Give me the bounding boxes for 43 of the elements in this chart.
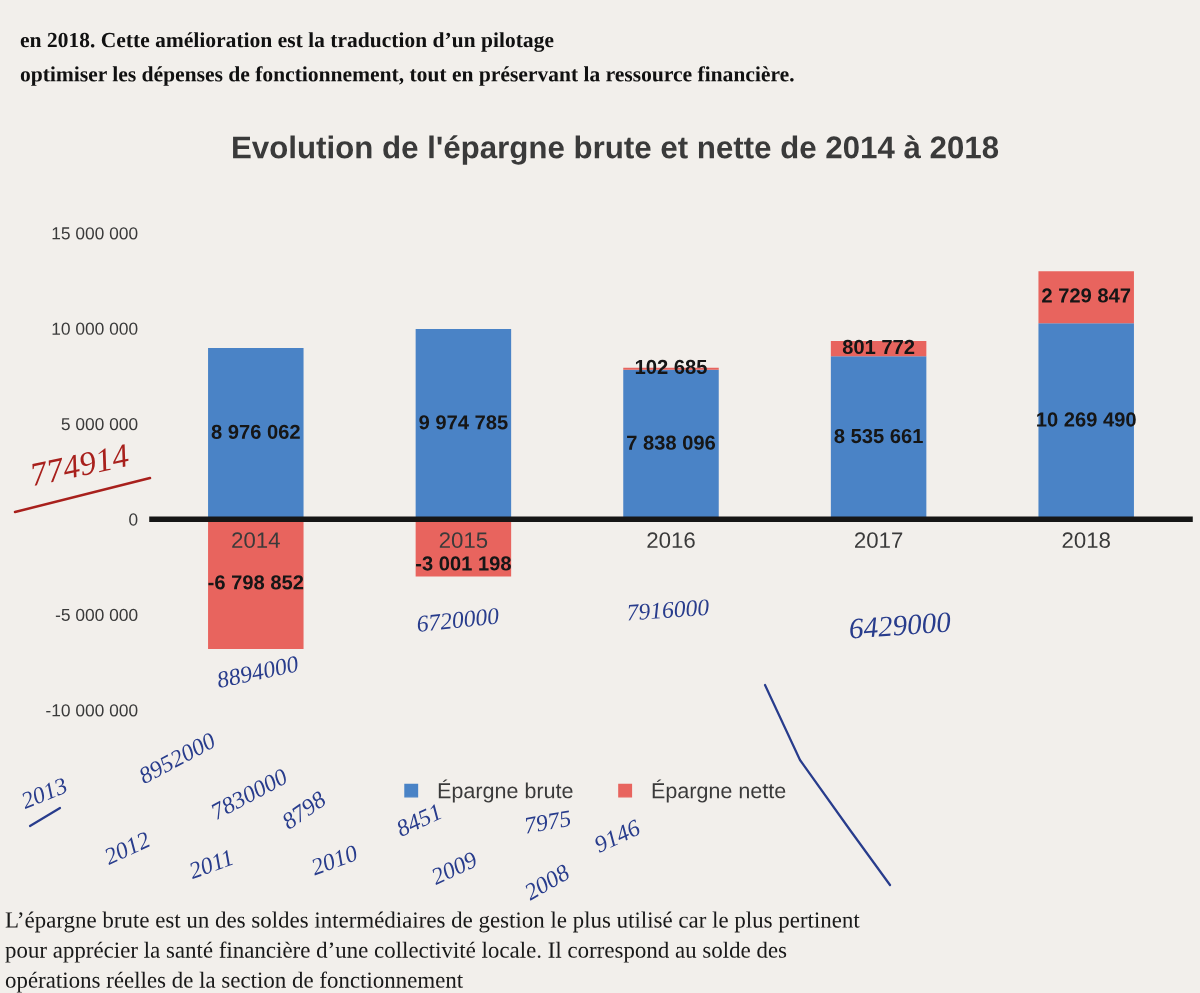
text: 2010 <box>309 844 359 876</box>
chart-title: Evolution de l'épargne brute et nette de 2014 à 2018 <box>233 135 999 165</box>
text: L’épargne brute est un des soldes intermédiaires de gestion le plus utilisé car le plus pertinent <box>5 911 860 933</box>
bar <box>208 519 304 649</box>
text: 2008 <box>522 863 572 901</box>
data-label: -3 001 198 <box>416 556 511 571</box>
text: 2013 <box>19 777 69 810</box>
data-label: 7 838 096 <box>627 435 716 450</box>
y-tick-label: 15 000 000 <box>52 227 138 240</box>
y-tick-label: -10 000 000 <box>46 704 138 717</box>
legend-label: Épargne nette <box>652 779 786 803</box>
legend-label: Épargne brute <box>438 779 573 803</box>
y-tick-label: 10 000 000 <box>52 322 138 335</box>
data-label: -6 798 852 <box>208 575 304 590</box>
text: 7975 <box>524 810 572 834</box>
annotation: 7916000 <box>627 599 710 621</box>
text: en 2018. Cette amélioration est la traduction d’un pilotage <box>20 32 554 52</box>
y-tick-label: -5 000 000 <box>55 608 138 622</box>
x-tick-label: 2014 <box>232 532 280 549</box>
annotation: 6429000 <box>849 612 952 639</box>
bar <box>1038 271 1134 324</box>
text: opérations réelles de la section de fonctionnement <box>5 971 464 993</box>
data-label: 8 535 661 <box>834 428 923 444</box>
annotation: 8894000 <box>215 655 300 689</box>
data-label: 8 976 062 <box>211 424 300 439</box>
text: 8451 <box>394 804 442 838</box>
text: 774914 <box>30 444 130 487</box>
text: optimiser les dépenses de fonctionnement, tout en préservant la ressource financière. <box>20 66 794 86</box>
data-label: 801 772 <box>842 339 915 355</box>
text: 9146 <box>593 819 642 854</box>
text: 2009 <box>429 851 479 886</box>
data-label: 9 974 785 <box>419 415 508 430</box>
y-tick-label: 5 000 000 <box>61 417 138 431</box>
x-tick-label: 2016 <box>647 532 695 549</box>
text: 2012 <box>102 831 152 866</box>
text: 2011 <box>187 849 234 880</box>
y-tick-label: 0 <box>129 513 138 526</box>
x-tick-label: 2015 <box>439 532 488 549</box>
text: pour apprécier la santé financière d’une collectivité locale. Il correspond au solde des <box>5 941 787 963</box>
x-tick-label: 2017 <box>855 532 903 549</box>
data-label: 2 729 847 <box>1042 288 1131 303</box>
annotation: 6720000 <box>416 607 500 633</box>
x-tick-label: 2018 <box>1062 532 1110 549</box>
